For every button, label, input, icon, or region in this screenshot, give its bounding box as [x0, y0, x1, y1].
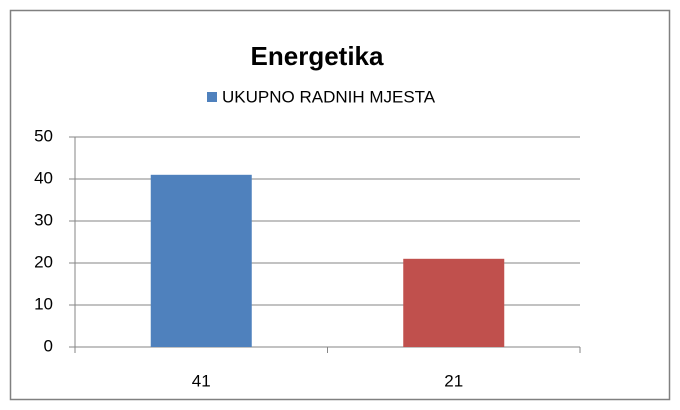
y-tick-label: 40	[34, 168, 53, 187]
bar	[150, 174, 252, 347]
y-tick-label: 30	[34, 210, 53, 229]
bar	[403, 258, 505, 347]
y-tick-label: 50	[34, 126, 53, 145]
legend-swatch	[207, 92, 217, 102]
y-tick-label: 0	[44, 336, 53, 355]
y-tick-label: 10	[34, 294, 53, 313]
chart-frame	[9, 9, 671, 401]
chart-title: Energetika	[251, 41, 384, 71]
legend-label: UKUPNO RADNIH MJESTA	[222, 87, 436, 106]
x-tick-label: 41	[192, 371, 211, 390]
y-tick-label: 20	[34, 252, 53, 271]
x-tick-label: 21	[444, 371, 463, 390]
